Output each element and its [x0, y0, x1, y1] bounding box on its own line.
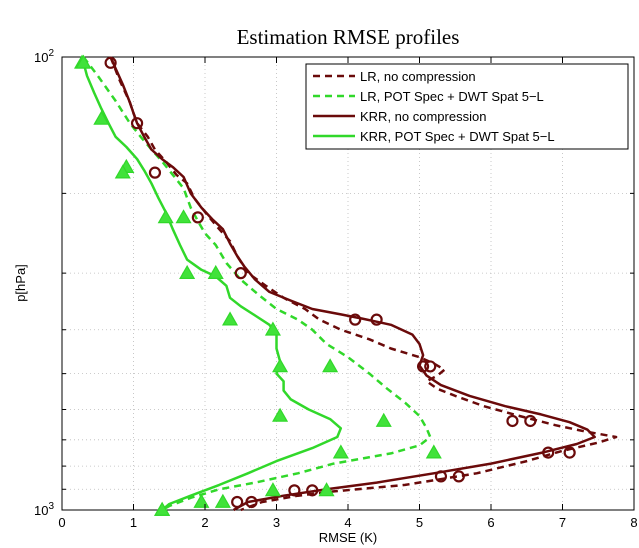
y-tick-label: 102	[34, 48, 54, 65]
x-tick-label: 8	[630, 515, 637, 530]
data-point-circle	[370, 313, 383, 326]
y-axis-ticks: 102 103	[34, 48, 634, 518]
legend-label-1: LR, POT Spec + DWT Spat 5−L	[360, 89, 544, 104]
x-tick-label: 0	[58, 515, 65, 530]
y-axis-label: p[hPa]	[13, 264, 28, 302]
legend-label-2: KRR, no compression	[360, 109, 486, 124]
legend: LR, no compression LR, POT Spec + DWT Spa…	[305, 63, 629, 150]
data-point-triangle	[179, 264, 196, 279]
x-tick-label: 7	[559, 515, 566, 530]
data-point-triangle	[264, 321, 281, 336]
data-point-circle	[349, 313, 362, 326]
data-point-triangle	[332, 444, 349, 459]
data-point-triangle	[221, 311, 239, 326]
data-point-triangle	[214, 493, 231, 508]
data-point-triangle	[114, 164, 131, 179]
x-tick-label: 3	[273, 515, 280, 530]
x-tick-label: 6	[487, 515, 494, 530]
data-point-circle	[306, 484, 319, 497]
data-point-triangle	[272, 407, 289, 422]
data-point-circle	[424, 360, 437, 373]
data-point-circle	[524, 414, 537, 428]
data-point-circle	[288, 484, 301, 497]
data-point-circle	[416, 360, 430, 373]
data-point-triangle	[75, 54, 92, 69]
data-point-circle	[231, 495, 244, 509]
x-tick-label: 1	[130, 515, 137, 530]
data-point-triangle	[193, 493, 210, 508]
x-axis-ticks: 0 1 2 3 4 5 6 7 8	[58, 57, 638, 530]
data-point-triangle	[272, 358, 289, 373]
data-point-circle	[104, 56, 117, 69]
data-point-circle	[148, 166, 162, 179]
data-point-triangle	[93, 110, 110, 125]
data-point-triangle	[425, 444, 442, 459]
data-point-circle	[506, 414, 519, 428]
marker-layer	[73, 54, 576, 516]
chart-title: Estimation RMSE profiles	[237, 25, 460, 49]
x-tick-label: 2	[201, 515, 208, 530]
data-point-triangle	[322, 358, 339, 373]
data-point-circle	[563, 446, 576, 459]
x-axis-label: RMSE (K)	[319, 530, 378, 545]
data-point-circle	[542, 446, 555, 459]
series-line-1	[82, 56, 432, 512]
data-point-circle	[130, 117, 144, 130]
legend-label-3: KRR, POT Spec + DWT Spat 5−L	[360, 129, 555, 144]
data-point-circle	[434, 470, 448, 483]
data-point-triangle	[154, 501, 171, 516]
y-tick-label: 103	[34, 501, 54, 518]
legend-label-0: LR, no compression	[360, 69, 476, 84]
legend-box	[305, 63, 629, 150]
grid-lines	[62, 57, 634, 510]
data-point-triangle	[264, 482, 281, 497]
data-point-triangle	[375, 412, 392, 427]
data-point-triangle	[157, 209, 174, 224]
x-tick-label: 4	[344, 515, 351, 530]
data-point-circle	[191, 211, 204, 224]
data-point-circle	[234, 267, 247, 280]
series-line-3	[80, 56, 343, 511]
data-point-triangle	[175, 209, 192, 224]
x-tick-label: 5	[416, 515, 423, 530]
data-point-triangle	[207, 264, 224, 279]
data-point-circle	[245, 495, 258, 509]
data-point-triangle	[318, 482, 335, 497]
data-point-circle	[452, 470, 465, 483]
